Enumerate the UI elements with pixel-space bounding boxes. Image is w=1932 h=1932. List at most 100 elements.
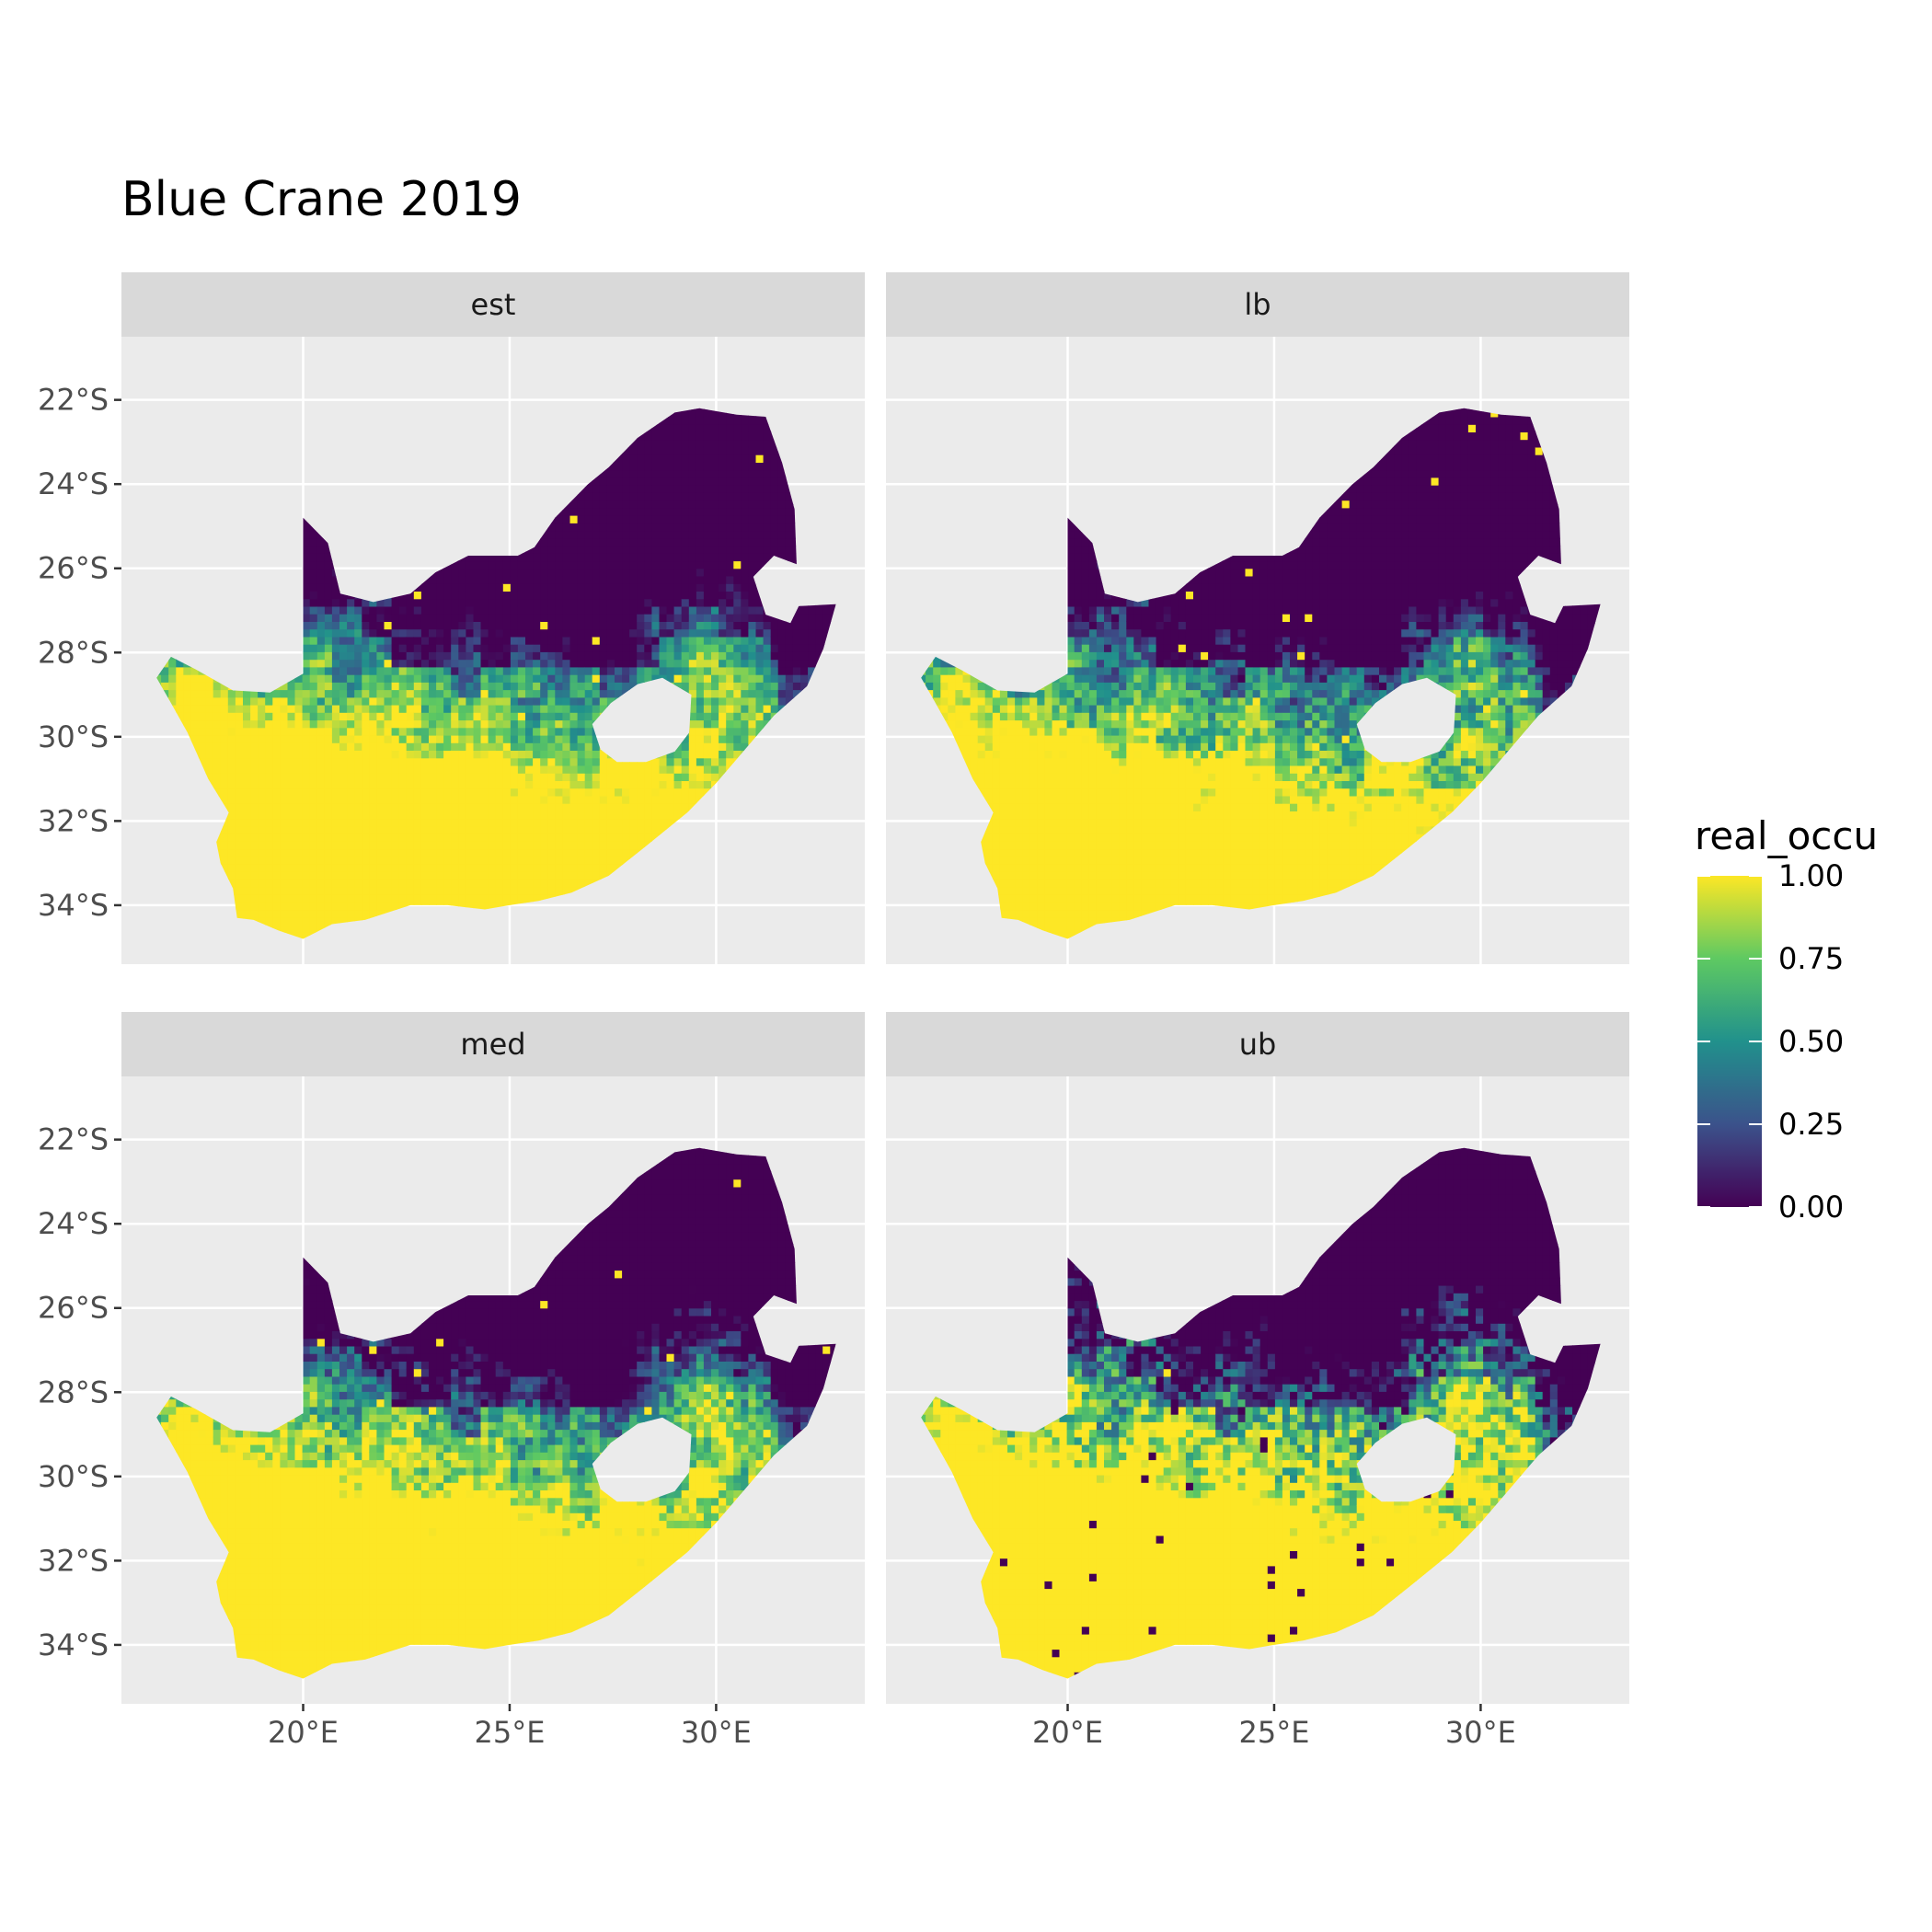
raster-cell [615, 795, 623, 804]
raster-cell [294, 902, 304, 911]
raster-cell [562, 621, 571, 630]
raster-cell [331, 712, 340, 721]
raster-cell [525, 705, 534, 713]
raster-cell [495, 894, 504, 903]
raster-cell [502, 811, 512, 820]
raster-cell [540, 537, 548, 546]
raster-cell [569, 834, 579, 842]
raster-cell [324, 916, 333, 926]
raster-cell [555, 856, 563, 865]
raster-cell [592, 795, 601, 804]
raster-cell [362, 621, 370, 630]
raster-cell [488, 765, 497, 774]
raster-cell [316, 712, 326, 721]
raster-cell [540, 811, 548, 820]
raster-cell [599, 689, 608, 698]
raster-cell [302, 834, 311, 842]
raster-cell [555, 621, 563, 630]
raster-cell [540, 614, 548, 622]
raster-cell [488, 553, 497, 562]
raster-cell [473, 788, 482, 797]
raster-cell [577, 628, 586, 638]
raster-cell [429, 818, 437, 827]
raster-cell [510, 598, 519, 607]
raster-cell [294, 735, 304, 743]
raster-cell [533, 856, 541, 865]
raster-cell [376, 742, 385, 751]
raster-cell [227, 780, 236, 789]
raster-cell [243, 886, 251, 895]
raster-cell [376, 719, 385, 729]
raster-cell [606, 583, 615, 592]
raster-cell [190, 682, 200, 691]
raster-cell [569, 795, 579, 804]
raster-cell [644, 560, 652, 569]
raster-cell [316, 696, 326, 706]
raster-cell [547, 735, 556, 743]
raster-cell [354, 773, 362, 781]
raster-cell [443, 568, 452, 577]
raster-cell [331, 742, 340, 751]
raster-cell [606, 651, 615, 661]
raster-cell [637, 462, 645, 471]
raster-cell [362, 871, 370, 880]
raster-cell [562, 560, 571, 569]
raster-cell [324, 834, 333, 842]
raster-cell [540, 583, 548, 592]
raster-cell [362, 811, 370, 820]
raster-cell [606, 492, 615, 501]
raster-cell [510, 636, 519, 645]
raster-cell [324, 583, 333, 592]
raster-cell [331, 864, 340, 872]
raster-cell [547, 886, 556, 895]
raster-cell [213, 696, 222, 706]
raster-cell [480, 825, 489, 834]
raster-cell [198, 682, 207, 691]
raster-cell [592, 848, 601, 857]
raster-cell [525, 856, 534, 865]
raster-cell [480, 871, 489, 880]
raster-cell [354, 902, 362, 911]
raster-cell [510, 841, 519, 850]
raster-cell [592, 712, 601, 721]
raster-cell [637, 773, 645, 781]
raster-cell [443, 803, 452, 811]
raster-cell [584, 735, 593, 743]
raster-cell [584, 537, 593, 546]
raster-cell [347, 674, 355, 683]
raster-cell [562, 507, 571, 516]
raster-cell [488, 705, 497, 713]
raster-cell [547, 811, 556, 820]
raster-cell [398, 689, 408, 698]
raster-cell [429, 848, 437, 857]
raster-cell [235, 780, 244, 789]
raster-cell [369, 719, 377, 729]
raster-cell [525, 712, 534, 721]
raster-cell [637, 591, 645, 600]
raster-cell [398, 757, 408, 766]
raster-cell [436, 825, 444, 834]
raster-cell [622, 537, 630, 546]
raster-cell [533, 818, 541, 827]
raster-cell [473, 780, 482, 789]
raster-cell [555, 537, 563, 546]
raster-cell [391, 651, 400, 661]
raster-cell [547, 727, 556, 736]
raster-cell [502, 803, 512, 811]
raster-cell [376, 841, 385, 850]
raster-cell [265, 750, 273, 759]
raster-cell [540, 689, 548, 698]
raster-cell [584, 696, 593, 706]
raster-cell [220, 735, 229, 743]
raster-cell [429, 803, 437, 811]
raster-cell [331, 811, 340, 820]
raster-cell [510, 605, 519, 615]
raster-cell [584, 834, 593, 842]
raster-cell [533, 651, 541, 661]
raster-cell [458, 757, 466, 766]
raster-cell [451, 765, 459, 774]
raster-cell [473, 773, 482, 781]
raster-cell [376, 909, 385, 918]
raster-cell [369, 605, 377, 615]
raster-cell [347, 742, 355, 751]
